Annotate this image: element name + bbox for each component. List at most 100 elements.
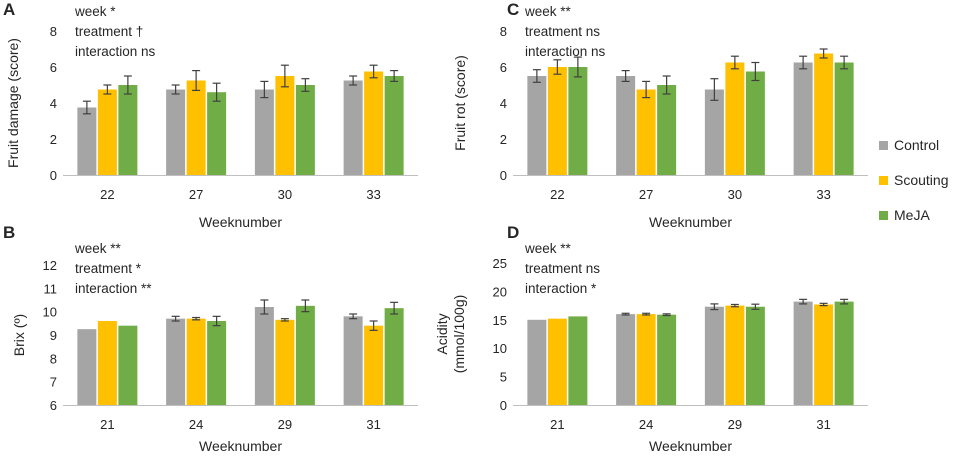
y-tick-label: 2 (500, 132, 507, 147)
bar-scouting-week-22 (97, 89, 117, 175)
x-tick-label: 31 (816, 417, 830, 432)
bar-control-week-21 (527, 319, 547, 405)
error-bar (621, 69, 630, 83)
x-axis-title: Weeknumber (649, 438, 732, 454)
bar-scouting-week-31 (364, 325, 384, 405)
error-bar (260, 299, 269, 315)
error-bar (192, 69, 201, 92)
x-tick-label: 24 (189, 417, 203, 432)
bar-scouting-week-30 (725, 62, 745, 175)
x-tick-label: 24 (639, 417, 653, 432)
bar-meja-week-22 (568, 67, 588, 175)
bar-control-week-29 (254, 307, 274, 405)
x-tick-label: 21 (100, 417, 114, 432)
error-bar (819, 302, 828, 307)
error-bar (532, 69, 541, 83)
bar-scouting-week-27 (186, 80, 206, 175)
y-tick-label: 8 (50, 351, 57, 366)
error-bar (642, 80, 651, 99)
x-tick-label: 31 (366, 417, 380, 432)
y-axis-title-line: (mmol/100g) (451, 295, 467, 374)
x-tick-label: 29 (278, 417, 292, 432)
panel-d: D 0 5 10 15 20 25 Acidity(mmol/100g) 21 24 29 31 Wee… (434, 223, 868, 454)
legend-swatch-control (879, 141, 888, 150)
error-bar (260, 80, 269, 99)
significance-annotation: week ** (74, 241, 122, 256)
y-tick-label: 0 (500, 168, 507, 183)
error-bar (573, 56, 582, 78)
legend-label-control: Control (894, 137, 939, 153)
error-bar (642, 312, 651, 316)
bar-scouting-week-21 (97, 321, 117, 405)
error-bar (123, 75, 132, 95)
error-bar (799, 55, 808, 70)
bar-scouting-week-30 (275, 76, 295, 175)
bar-scouting-week-33 (364, 71, 384, 175)
panel-b: B 6 7 8 9 10 11 12 Brix (º) 21 24 29 31 Weeknumber wee… (3, 223, 418, 454)
significance-annotation: treatment † (75, 24, 143, 39)
x-axis-title: Weeknumber (199, 438, 282, 454)
y-tick-label: 20 (493, 284, 507, 299)
bar-scouting-week-29 (725, 305, 745, 405)
error-bar (212, 82, 221, 102)
bar-meja-week-31 (384, 308, 404, 405)
error-bar (280, 64, 289, 88)
y-tick-label: 6 (50, 60, 57, 75)
x-tick-label: 30 (728, 187, 742, 202)
y-tick-label: 12 (43, 258, 57, 273)
bar-scouting-week-21 (547, 318, 567, 405)
legend-swatch-scouting (879, 176, 888, 185)
y-axis-title-line: Acidity (434, 313, 450, 354)
bar-meja-week-21 (568, 316, 588, 405)
significance-annotation: interaction * (525, 281, 597, 296)
significance-annotation: treatment ns (525, 261, 600, 276)
panel-letter: A (3, 0, 15, 19)
bar-meja-week-29 (745, 306, 765, 405)
bar-meja-week-27 (657, 85, 677, 175)
x-tick-label: 33 (366, 187, 380, 202)
significance-annotation: week * (74, 4, 116, 19)
bar-scouting-week-29 (275, 319, 295, 405)
error-bar (662, 313, 671, 317)
bar-scouting-week-24 (186, 318, 206, 405)
error-bar (840, 298, 849, 305)
error-bar (301, 299, 310, 313)
error-bar (840, 55, 849, 70)
bar-meja-week-33 (384, 76, 404, 175)
error-bar (301, 78, 310, 92)
bar-control-week-22 (527, 76, 547, 175)
error-bar (710, 303, 719, 311)
legend-swatch-meja (879, 211, 888, 220)
significance-annotation: week ** (524, 241, 572, 256)
panel-letter: C (507, 0, 519, 19)
significance-annotation: treatment * (75, 261, 142, 276)
panel-letter: B (3, 223, 15, 242)
error-bar (710, 78, 719, 101)
legend-label-scouting: Scouting (894, 172, 948, 188)
y-tick-label: 15 (493, 313, 507, 328)
error-bar (349, 75, 358, 86)
bar-meja-week-24 (207, 321, 227, 405)
y-tick-label: 7 (50, 375, 57, 390)
significance-annotation: treatment ns (525, 24, 600, 39)
y-axis-title: Acidity(mmol/100g) (434, 295, 467, 374)
error-bar (621, 312, 630, 316)
error-bar (390, 301, 399, 315)
bar-meja-week-22 (118, 85, 138, 175)
error-bar (103, 84, 112, 95)
error-bar (171, 315, 180, 322)
x-tick-label: 27 (189, 187, 203, 202)
bar-control-week-22 (77, 107, 97, 175)
bar-control-week-21 (77, 329, 97, 405)
y-axis-title: Fruit damage (score) (5, 38, 21, 168)
bar-control-week-27 (616, 76, 636, 175)
y-axis-title-line: Fruit rot (score) (452, 55, 468, 151)
bar-scouting-week-27 (636, 89, 656, 175)
error-bar (369, 320, 378, 331)
legend-label-meja: MeJA (894, 207, 930, 223)
bar-scouting-week-31 (814, 304, 834, 405)
bar-scouting-week-33 (814, 53, 834, 175)
error-bar (553, 59, 562, 75)
